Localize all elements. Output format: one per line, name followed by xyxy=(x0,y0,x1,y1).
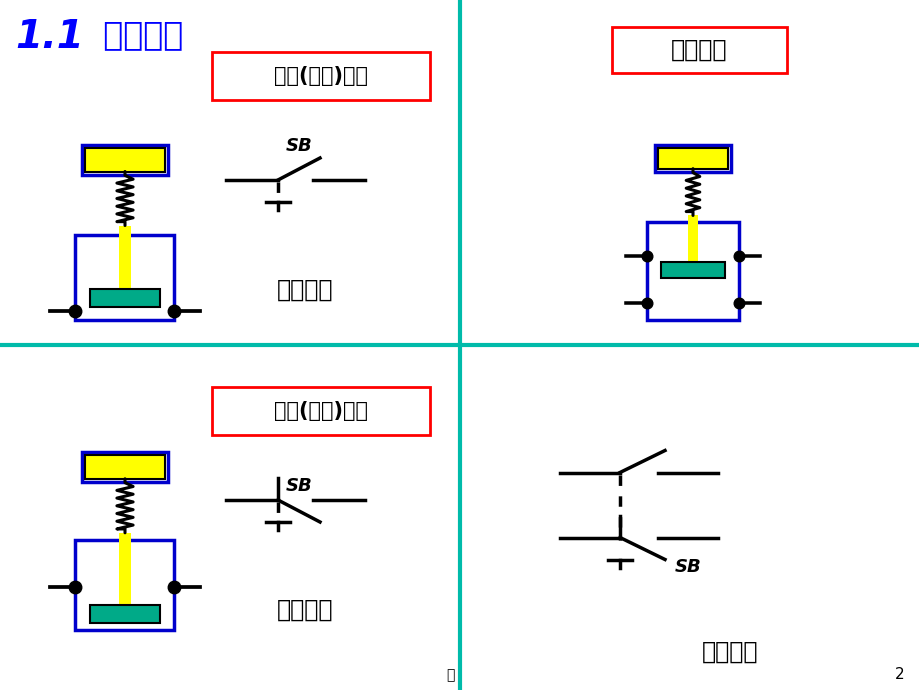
Text: 常开(动合)按钮: 常开(动合)按钮 xyxy=(274,66,368,86)
Text: 电路符号: 电路符号 xyxy=(277,278,333,302)
Bar xyxy=(687,215,698,262)
Bar xyxy=(82,452,168,482)
Text: 1.1: 1.1 xyxy=(15,18,84,56)
Text: 精: 精 xyxy=(446,668,455,682)
Bar xyxy=(90,288,160,306)
Text: SB: SB xyxy=(286,477,312,495)
Bar xyxy=(657,148,727,168)
Bar xyxy=(75,540,175,630)
Text: SB: SB xyxy=(675,558,701,575)
Bar xyxy=(211,387,429,435)
Bar xyxy=(211,52,429,100)
Bar xyxy=(85,148,165,172)
Text: 2: 2 xyxy=(894,667,904,682)
Text: 电路符号: 电路符号 xyxy=(277,598,333,622)
Bar xyxy=(119,533,130,605)
Text: 复合按钮: 复合按钮 xyxy=(671,38,727,62)
Bar xyxy=(654,145,731,172)
Text: SB: SB xyxy=(286,137,312,155)
Bar xyxy=(85,455,165,479)
Text: 控制按钮: 控制按钮 xyxy=(80,18,183,51)
Text: 电路符号: 电路符号 xyxy=(701,640,757,664)
Bar xyxy=(119,226,130,288)
Bar xyxy=(90,605,160,623)
Bar xyxy=(661,262,724,277)
Text: 常闭(动断)按钮: 常闭(动断)按钮 xyxy=(274,401,368,421)
Bar xyxy=(82,144,168,175)
Bar xyxy=(75,235,175,320)
Bar xyxy=(646,222,738,320)
Bar xyxy=(611,27,786,73)
